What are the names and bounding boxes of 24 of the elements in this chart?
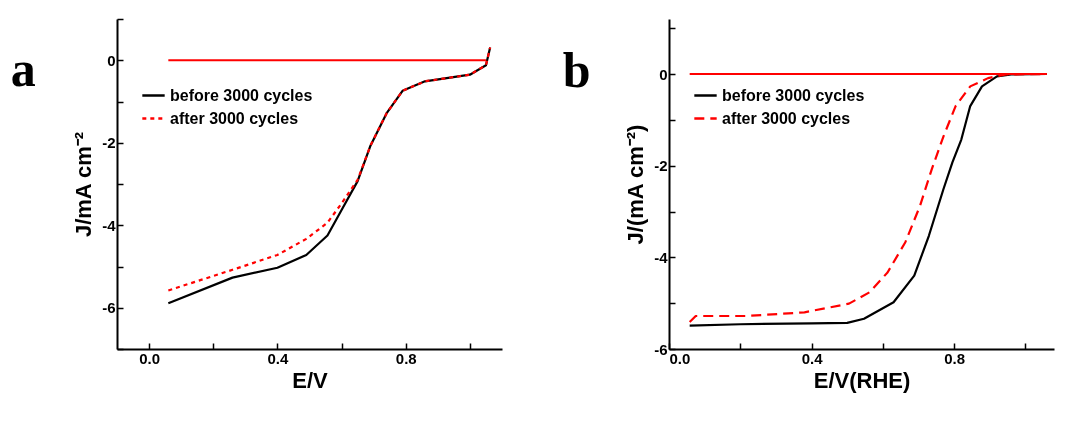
- x-axis-title: E/V: [292, 367, 329, 393]
- y-tick-label: -2: [102, 134, 116, 152]
- y-tick-label: -2: [654, 157, 668, 175]
- y-axis-title: J/mA cm⁻²: [71, 131, 97, 238]
- legend-label: after 3000 cycles: [722, 109, 851, 127]
- y-tick-label: 0: [107, 51, 116, 69]
- legend-label: before 3000 cycles: [170, 86, 313, 104]
- x-axis-title: E/V(RHE): [813, 367, 911, 393]
- y-axis-title: J/(mA cm⁻²): [623, 124, 649, 245]
- legend-label: before 3000 cycles: [722, 86, 865, 104]
- x-tick-label: 0.4: [267, 349, 289, 367]
- y-tick-label: 0: [659, 65, 668, 83]
- x-tick-label: 0.8: [395, 349, 417, 367]
- x-tick-label: 0.0: [139, 349, 161, 367]
- x-tick-label: 0.8: [944, 349, 966, 367]
- x-tick-label: 0.4: [801, 349, 824, 367]
- y-tick-label: -6: [654, 340, 668, 358]
- y-tick-label: -4: [102, 216, 117, 234]
- chart-title: a: [10, 41, 36, 98]
- text: b: [562, 42, 591, 98]
- x-tick-label: 0.0: [669, 349, 691, 367]
- legend-label: after 3000 cycles: [170, 109, 299, 127]
- y-tick-label: -4: [654, 248, 669, 266]
- y-tick-label: -6: [102, 299, 116, 317]
